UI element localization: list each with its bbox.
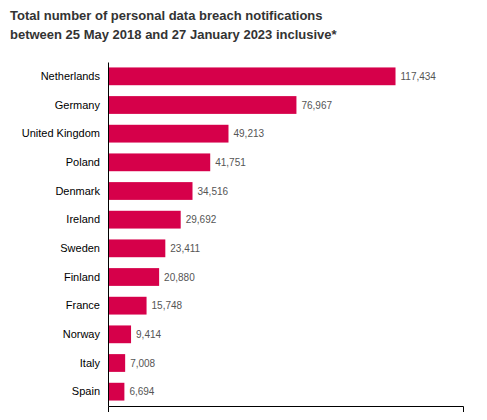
data-label: 6,694 bbox=[129, 386, 154, 397]
data-label: 9,414 bbox=[136, 329, 161, 340]
bar bbox=[108, 239, 165, 257]
y-tick: United Kingdom bbox=[22, 127, 108, 139]
subtitle: between 25 May 2018 and 27 January 2023 … bbox=[10, 27, 338, 42]
bar bbox=[108, 211, 181, 229]
y-tick-label: France bbox=[66, 299, 100, 311]
y-axis-line bbox=[108, 63, 109, 407]
bar bbox=[108, 325, 131, 343]
data-label: 41,751 bbox=[215, 157, 246, 168]
bar bbox=[108, 96, 296, 114]
y-tick: Norway bbox=[63, 328, 108, 340]
y-tick: Netherlands bbox=[41, 70, 108, 82]
y-tick-label: Denmark bbox=[55, 185, 100, 197]
title-group: Total number of personal data breach not… bbox=[10, 8, 338, 42]
bar bbox=[108, 383, 124, 401]
data-labels: 117,434 76,967 49,213 41,751 34,516 29,692 23,… bbox=[129, 71, 436, 397]
y-tick: Spain bbox=[72, 385, 108, 397]
y-tick-label: Norway bbox=[63, 328, 101, 340]
data-label: 34,516 bbox=[198, 186, 229, 197]
data-label: 29,692 bbox=[186, 214, 217, 225]
y-tick: Poland bbox=[66, 156, 108, 168]
bar bbox=[108, 125, 228, 143]
x-axis-line bbox=[109, 407, 464, 413]
y-tick: Finland bbox=[64, 271, 108, 283]
y-tick-label: Poland bbox=[66, 156, 100, 168]
y-tick-label: Spain bbox=[72, 385, 100, 397]
y-tick-label: Sweden bbox=[60, 242, 100, 254]
data-label: 15,748 bbox=[152, 300, 183, 311]
y-tick: Italy bbox=[80, 357, 108, 369]
y-tick: Denmark bbox=[55, 185, 108, 197]
data-label: 117,434 bbox=[401, 71, 437, 82]
x-axis bbox=[109, 407, 464, 413]
y-tick-label: Netherlands bbox=[41, 70, 101, 82]
y-tick-label: Finland bbox=[64, 271, 100, 283]
bar bbox=[108, 153, 210, 171]
data-label: 20,880 bbox=[164, 272, 195, 283]
plot-area: Netherlands Germany United Kingdom Poland De… bbox=[22, 63, 464, 413]
bar bbox=[108, 297, 147, 315]
chart: Total number of personal data breach not… bbox=[0, 0, 487, 420]
bar bbox=[108, 67, 396, 85]
bar bbox=[108, 182, 193, 200]
bar bbox=[108, 354, 125, 372]
y-tick: Ireland bbox=[66, 213, 108, 225]
bar bbox=[108, 268, 159, 286]
y-tick: France bbox=[66, 299, 108, 311]
y-tick-label: United Kingdom bbox=[22, 127, 100, 139]
y-tick-label: Germany bbox=[55, 99, 101, 111]
y-tick-label: Italy bbox=[80, 357, 101, 369]
data-label: 49,213 bbox=[233, 128, 264, 139]
bars bbox=[108, 67, 396, 400]
y-tick: Sweden bbox=[60, 242, 108, 254]
data-label: 7,008 bbox=[130, 358, 155, 369]
y-tick: Germany bbox=[55, 99, 108, 111]
data-label: 76,967 bbox=[301, 100, 332, 111]
data-label: 23,411 bbox=[170, 243, 200, 254]
y-tick-label: Ireland bbox=[66, 213, 100, 225]
title: Total number of personal data breach not… bbox=[10, 8, 323, 23]
y-axis: Netherlands Germany United Kingdom Poland De… bbox=[22, 63, 109, 407]
